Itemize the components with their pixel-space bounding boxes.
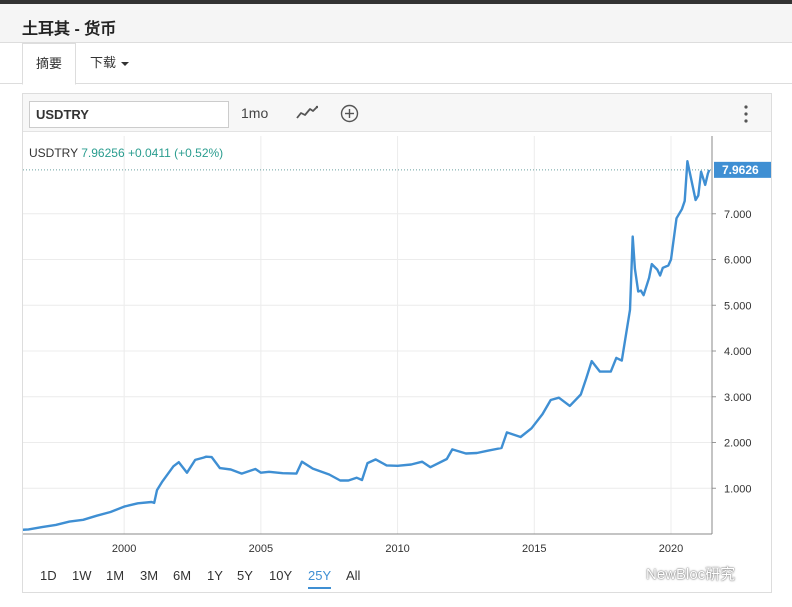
tab-download-label: 下载 [90, 55, 117, 70]
range-1m[interactable]: 1M [106, 568, 125, 583]
tab-download[interactable]: 下载 [90, 43, 130, 84]
watermark: NewBloc研究 [613, 561, 735, 585]
quote-symbol: USDTRY [29, 146, 78, 160]
range-6m[interactable]: 6M [173, 568, 192, 583]
y-tick-label: 4.000 [724, 346, 752, 358]
chart-panel: 1mo 1.000 2.000 3.000 4.000 5.000 6.000 7.000 2… [22, 93, 772, 593]
top-border [0, 0, 792, 4]
x-tick-label: 2010 [385, 543, 409, 555]
chart-toolbar: 1mo [23, 94, 771, 132]
y-tick-label: 1.000 [724, 483, 752, 495]
x-tick-label: 2000 [112, 543, 136, 555]
y-tick-label: 2.000 [724, 438, 752, 450]
range-all[interactable]: All [346, 568, 361, 583]
last-value-label: 7.9626 [722, 163, 759, 177]
watermark-text: NewBloc研究 [646, 565, 736, 583]
y-tick-label: 7.000 [724, 209, 752, 221]
x-tick-label: 2005 [249, 543, 273, 555]
wechat-logo-icon [613, 563, 639, 583]
quote-last: 7.96256 [81, 146, 125, 160]
range-10y[interactable]: 10Y [269, 568, 293, 583]
x-tick-label: 2015 [522, 543, 546, 555]
usdtry-price-line [23, 160, 711, 531]
range-1y[interactable]: 1Y [207, 568, 223, 583]
interval-button[interactable]: 1mo [241, 105, 269, 121]
tab-bar: 摘要 下载 [0, 43, 792, 85]
price-chart[interactable]: 1.000 2.000 3.000 4.000 5.000 6.000 7.000 2000 2… [23, 132, 771, 562]
symbol-input[interactable] [29, 101, 229, 128]
quote-change-pct: (+0.52%) [174, 146, 224, 160]
page-title: 土耳其 - 货币 [22, 21, 117, 38]
y-tick-label: 6.000 [724, 255, 752, 267]
line-chart-icon[interactable] [296, 104, 318, 122]
range-1d[interactable]: 1D [40, 568, 57, 583]
range-selector: 1D 1W 1M 3M 6M 1Y 5Y 10Y 25Y All [23, 562, 771, 592]
y-tick-label: 3.000 [724, 392, 752, 404]
range-25y[interactable]: 25Y [308, 568, 332, 589]
vertical-dots-icon[interactable] [741, 103, 751, 125]
x-tick-label: 2020 [659, 543, 683, 555]
plus-circle-icon[interactable] [340, 104, 359, 123]
last-value-badge [714, 161, 771, 178]
tab-summary[interactable]: 摘要 [22, 43, 76, 85]
page-header: 土耳其 - 货币 [0, 4, 792, 43]
range-5y[interactable]: 5Y [237, 568, 253, 583]
quote-change: +0.0411 [127, 146, 171, 160]
range-1w[interactable]: 1W [72, 568, 92, 583]
caret-down-icon [121, 61, 130, 66]
range-3m[interactable]: 3M [140, 568, 159, 583]
quote-line: USDTRY 7.96256 +0.0411 (+0.52%) [29, 146, 223, 160]
y-tick-label: 5.000 [724, 300, 752, 312]
